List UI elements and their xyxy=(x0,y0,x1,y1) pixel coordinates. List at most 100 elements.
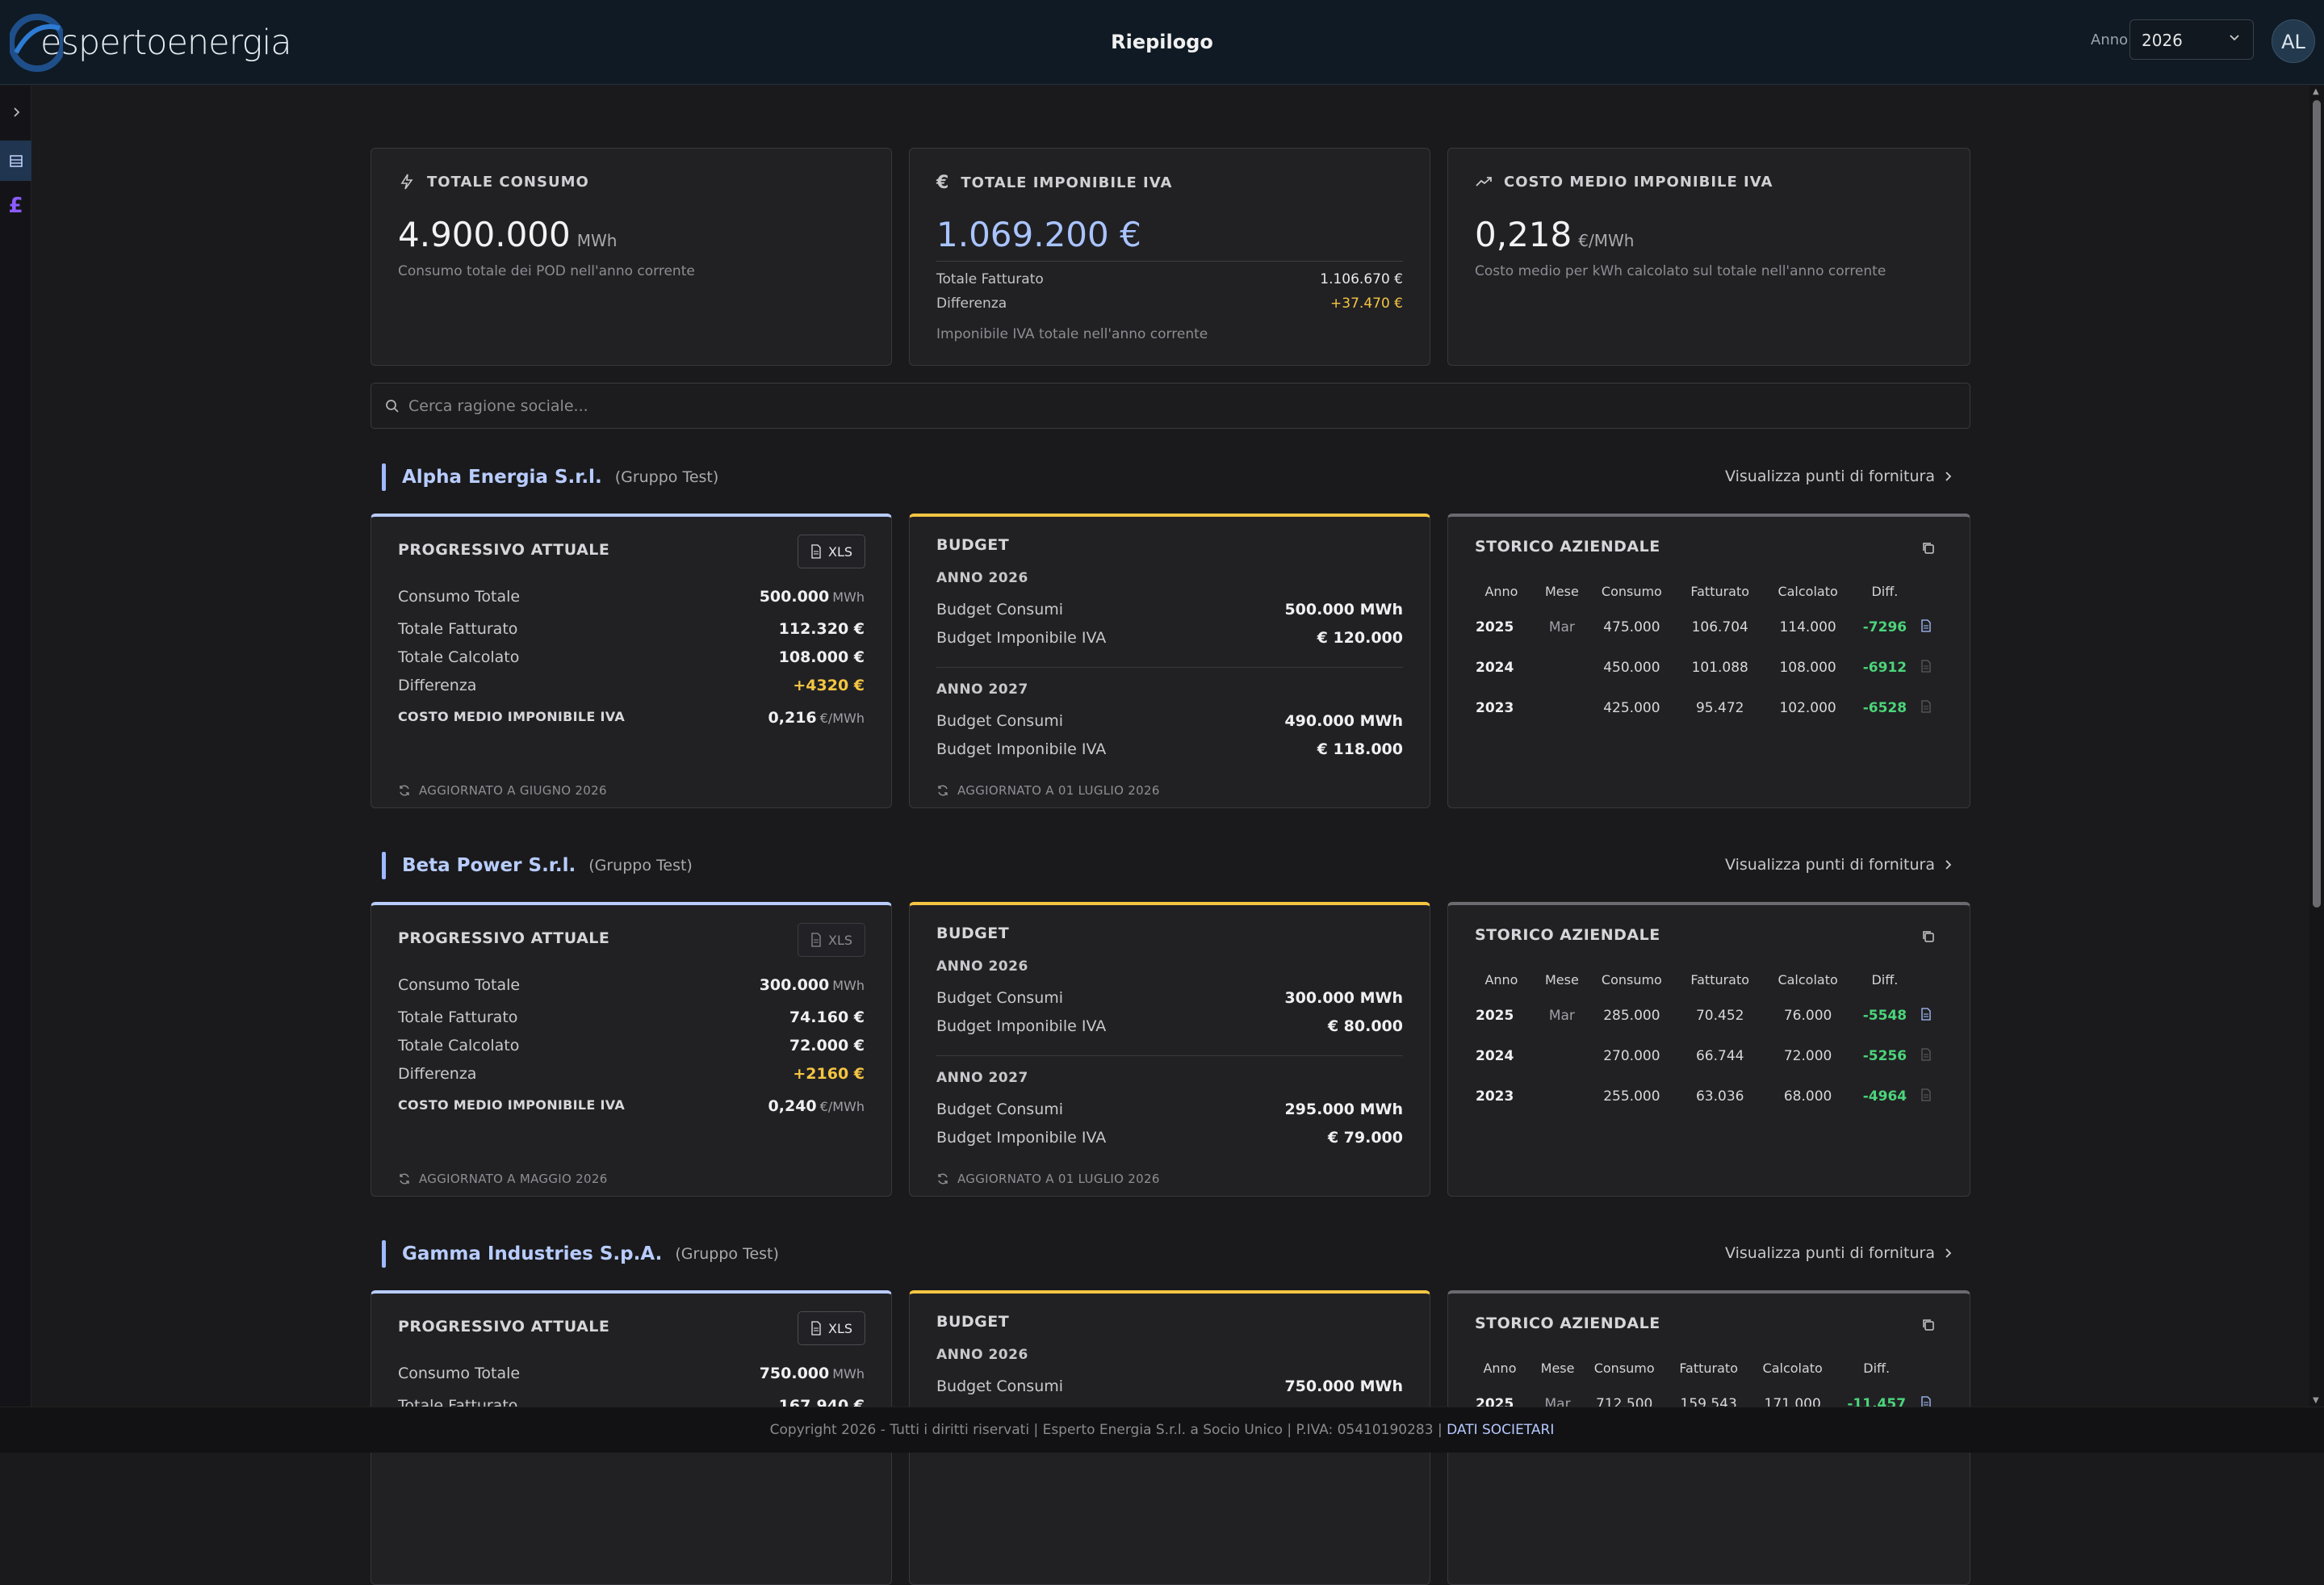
document-icon[interactable] xyxy=(1920,618,1932,632)
row-label: Budget Imponibile IVA xyxy=(936,1017,1107,1035)
table-row: 2024 450.000 101.088 108.000 -6912 xyxy=(1466,648,1934,688)
row-value: 0,240 €/MWh xyxy=(768,1097,865,1115)
budget-year: ANNO 2027 xyxy=(936,681,1028,698)
view-supply-points-label: Visualizza punti di fornitura xyxy=(1725,468,1935,485)
trend-up-icon xyxy=(1476,177,1492,187)
budget-divider xyxy=(936,1055,1403,1056)
row-label: Totale Fatturato xyxy=(398,620,518,638)
document-icon[interactable] xyxy=(1920,1088,1932,1101)
progressivo-title: PROGRESSIVO ATTUALE xyxy=(398,541,610,559)
cell-doc[interactable] xyxy=(1917,648,1934,688)
stat-row-differenza: Differenza +37.470 € xyxy=(936,296,1403,312)
sidebar: £ xyxy=(0,86,31,1407)
row-value: 74.160 € xyxy=(789,1008,865,1026)
cell-calcolato: 72.000 xyxy=(1783,1048,1832,1064)
document-icon[interactable] xyxy=(1920,1395,1932,1409)
table-row: 2023 425.000 95.472 102.000 -6528 xyxy=(1466,688,1934,728)
view-supply-points-link[interactable]: Visualizza punti di fornitura xyxy=(1725,856,1953,874)
cell-doc[interactable] xyxy=(1918,1384,1934,1424)
copy-button[interactable] xyxy=(1921,1318,1936,1336)
storico-card: STORICO AZIENDALE Anno Mese Consumo Fatturat… xyxy=(1447,514,1970,808)
cell-doc[interactable] xyxy=(1917,996,1934,1036)
storico-table: Anno Mese Consumo Fatturato Calcolato Diff. 20… xyxy=(1466,963,1934,1117)
row-label: COSTO MEDIO IMPONIBILE IVA xyxy=(398,1097,626,1113)
column-header-calcolato: Calcolato xyxy=(1778,583,1838,599)
company-name[interactable]: Beta Power S.r.l. xyxy=(402,855,576,876)
column-header-fatturato: Fatturato xyxy=(1690,971,1750,987)
column-header-calcolato: Calcolato xyxy=(1762,1360,1823,1376)
chevron-right-icon xyxy=(1945,860,1952,870)
euro-icon: € xyxy=(936,173,950,193)
table-header-row: Anno Mese Consumo Fatturato Calcolato Diff. xyxy=(1466,963,1934,996)
cell-diff: -5548 xyxy=(1862,1008,1907,1024)
stat-value: 1.069.200 € xyxy=(936,215,1141,254)
scroll-thumb[interactable] xyxy=(2313,100,2321,908)
stat-value-number: 0,218 xyxy=(1475,215,1572,254)
building-icon xyxy=(9,155,23,167)
xls-download-button[interactable]: XLS xyxy=(798,535,865,568)
column-header-anno: Anno xyxy=(1483,1360,1517,1376)
copy-icon xyxy=(1923,931,1934,942)
search-box xyxy=(371,383,1970,429)
row-value-number: 72.000 € xyxy=(789,1037,865,1055)
row-value-number: 750.000 xyxy=(759,1365,830,1382)
sidebar-item-building[interactable] xyxy=(0,140,31,181)
row-value-number: 300.000 xyxy=(759,976,830,994)
row-label: Differenza xyxy=(936,296,1007,312)
cell-doc[interactable] xyxy=(1917,688,1934,728)
row-value: 295.000 MWh xyxy=(1284,1101,1403,1118)
progressivo-row-consumo: Consumo Totale 750.000 MWh xyxy=(398,1365,865,1382)
brand-logo[interactable]: espertoenergia xyxy=(10,8,292,77)
xls-download-button[interactable]: XLS xyxy=(798,1311,865,1345)
progressivo-row-differenza: Differenza +4320 € xyxy=(398,677,865,694)
updated-text: AGGIORNATO A GIUGNO 2026 xyxy=(419,783,607,798)
scrollbar[interactable]: ▲ ▼ xyxy=(2309,86,2324,1407)
column-header-consumo: Consumo xyxy=(1601,971,1662,987)
cell-anno: 2025 xyxy=(1476,1008,1514,1024)
cell-doc[interactable] xyxy=(1917,1036,1934,1076)
chevron-down-icon xyxy=(2230,35,2239,41)
cell-fatturato: 70.452 xyxy=(1695,1008,1744,1024)
stat-card-header: € TOTALE IMPONIBILE IVA xyxy=(936,173,1172,193)
row-label: Budget Consumi xyxy=(936,601,1064,618)
cell-doc[interactable] xyxy=(1917,607,1934,648)
year-select[interactable]: 2026 xyxy=(2129,19,2254,60)
company-name[interactable]: Alpha Energia S.r.l. xyxy=(402,467,602,488)
document-icon[interactable] xyxy=(1920,699,1932,713)
progressivo-card: PROGRESSIVO ATTUALE XLS Consumo Totale 300.… xyxy=(371,902,892,1197)
cell-doc[interactable] xyxy=(1917,1076,1934,1117)
scroll-down-arrow-icon[interactable]: ▼ xyxy=(2313,1396,2319,1405)
xls-download-button[interactable]: XLS xyxy=(798,923,865,957)
row-value-number: +4320 € xyxy=(793,677,865,694)
company-name[interactable]: Gamma Industries S.p.A. xyxy=(402,1243,663,1264)
footer: Copyright 2026 - Tutti i diritti riserva… xyxy=(0,1407,2324,1453)
progressivo-row-costo: COSTO MEDIO IMPONIBILE IVA 0,216 €/MWh xyxy=(398,709,865,727)
scroll-up-arrow-icon[interactable]: ▲ xyxy=(2313,87,2319,96)
refresh-icon xyxy=(400,785,409,796)
year-label: Anno xyxy=(2091,31,2129,48)
cell-mese: Mar xyxy=(1548,1008,1575,1024)
row-value: € 80.000 xyxy=(1327,1017,1403,1035)
dati-societari-link[interactable]: DATI SOCIETARI xyxy=(1447,1422,1555,1438)
row-value-unit: MWh xyxy=(832,589,865,605)
row-value: 500.000 MWh xyxy=(760,588,865,606)
row-label: Budget Imponibile IVA xyxy=(936,629,1107,647)
cell-mese xyxy=(1537,688,1587,728)
view-supply-points-link[interactable]: Visualizza punti di fornitura xyxy=(1725,1244,1953,1262)
search-input[interactable] xyxy=(408,384,1942,428)
cell-fatturato: 101.088 xyxy=(1691,660,1748,676)
view-supply-points-link[interactable]: Visualizza punti di fornitura xyxy=(1725,468,1953,485)
sidebar-item-pound[interactable]: £ xyxy=(0,186,31,226)
document-icon[interactable] xyxy=(1920,659,1932,673)
document-icon[interactable] xyxy=(1920,1047,1932,1061)
document-icon[interactable] xyxy=(1920,1007,1932,1021)
copy-button[interactable] xyxy=(1921,929,1936,947)
sidebar-expand-button[interactable] xyxy=(0,92,31,132)
column-header-calcolato: Calcolato xyxy=(1778,971,1838,987)
row-label: Consumo Totale xyxy=(398,1365,521,1382)
avatar[interactable]: AL xyxy=(2272,19,2315,63)
stat-card-header: TOTALE CONSUMO xyxy=(398,173,589,191)
company-group: (Gruppo Test) xyxy=(588,857,693,874)
row-value-number: 0,216 xyxy=(768,709,817,727)
copy-button[interactable] xyxy=(1921,541,1936,559)
